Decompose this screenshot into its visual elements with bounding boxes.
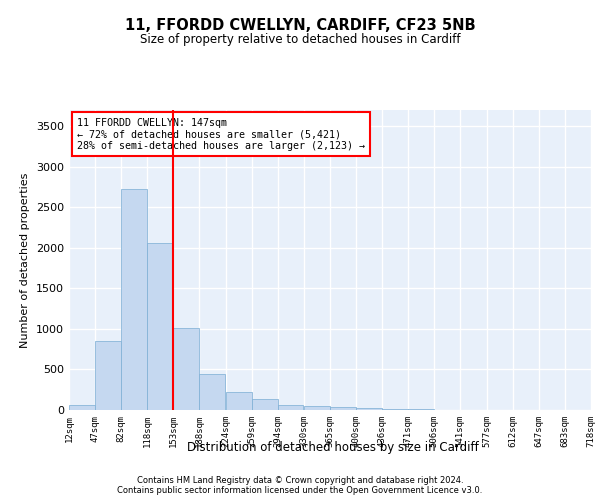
Bar [382,409,409,410]
Bar [226,392,251,410]
Bar [148,243,173,410]
Bar [121,188,146,410]
Text: Distribution of detached houses by size in Cardiff: Distribution of detached houses by size … [187,441,479,454]
Bar [95,341,121,410]
Bar [199,374,225,410]
Text: Contains public sector information licensed under the Open Government Licence v3: Contains public sector information licen… [118,486,482,495]
Text: 11 FFORDD CWELLYN: 147sqm
← 72% of detached houses are smaller (5,421)
28% of se: 11 FFORDD CWELLYN: 147sqm ← 72% of detac… [77,118,365,150]
Bar [356,408,382,410]
Bar [278,405,304,410]
Bar [251,400,278,410]
Bar [69,405,95,410]
Bar [330,407,356,410]
Bar [304,406,330,410]
Text: 11, FFORDD CWELLYN, CARDIFF, CF23 5NB: 11, FFORDD CWELLYN, CARDIFF, CF23 5NB [125,18,475,32]
Text: Size of property relative to detached houses in Cardiff: Size of property relative to detached ho… [140,32,460,46]
Y-axis label: Number of detached properties: Number of detached properties [20,172,31,348]
Bar [173,328,199,410]
Text: Contains HM Land Registry data © Crown copyright and database right 2024.: Contains HM Land Registry data © Crown c… [137,476,463,485]
Bar [409,409,434,410]
